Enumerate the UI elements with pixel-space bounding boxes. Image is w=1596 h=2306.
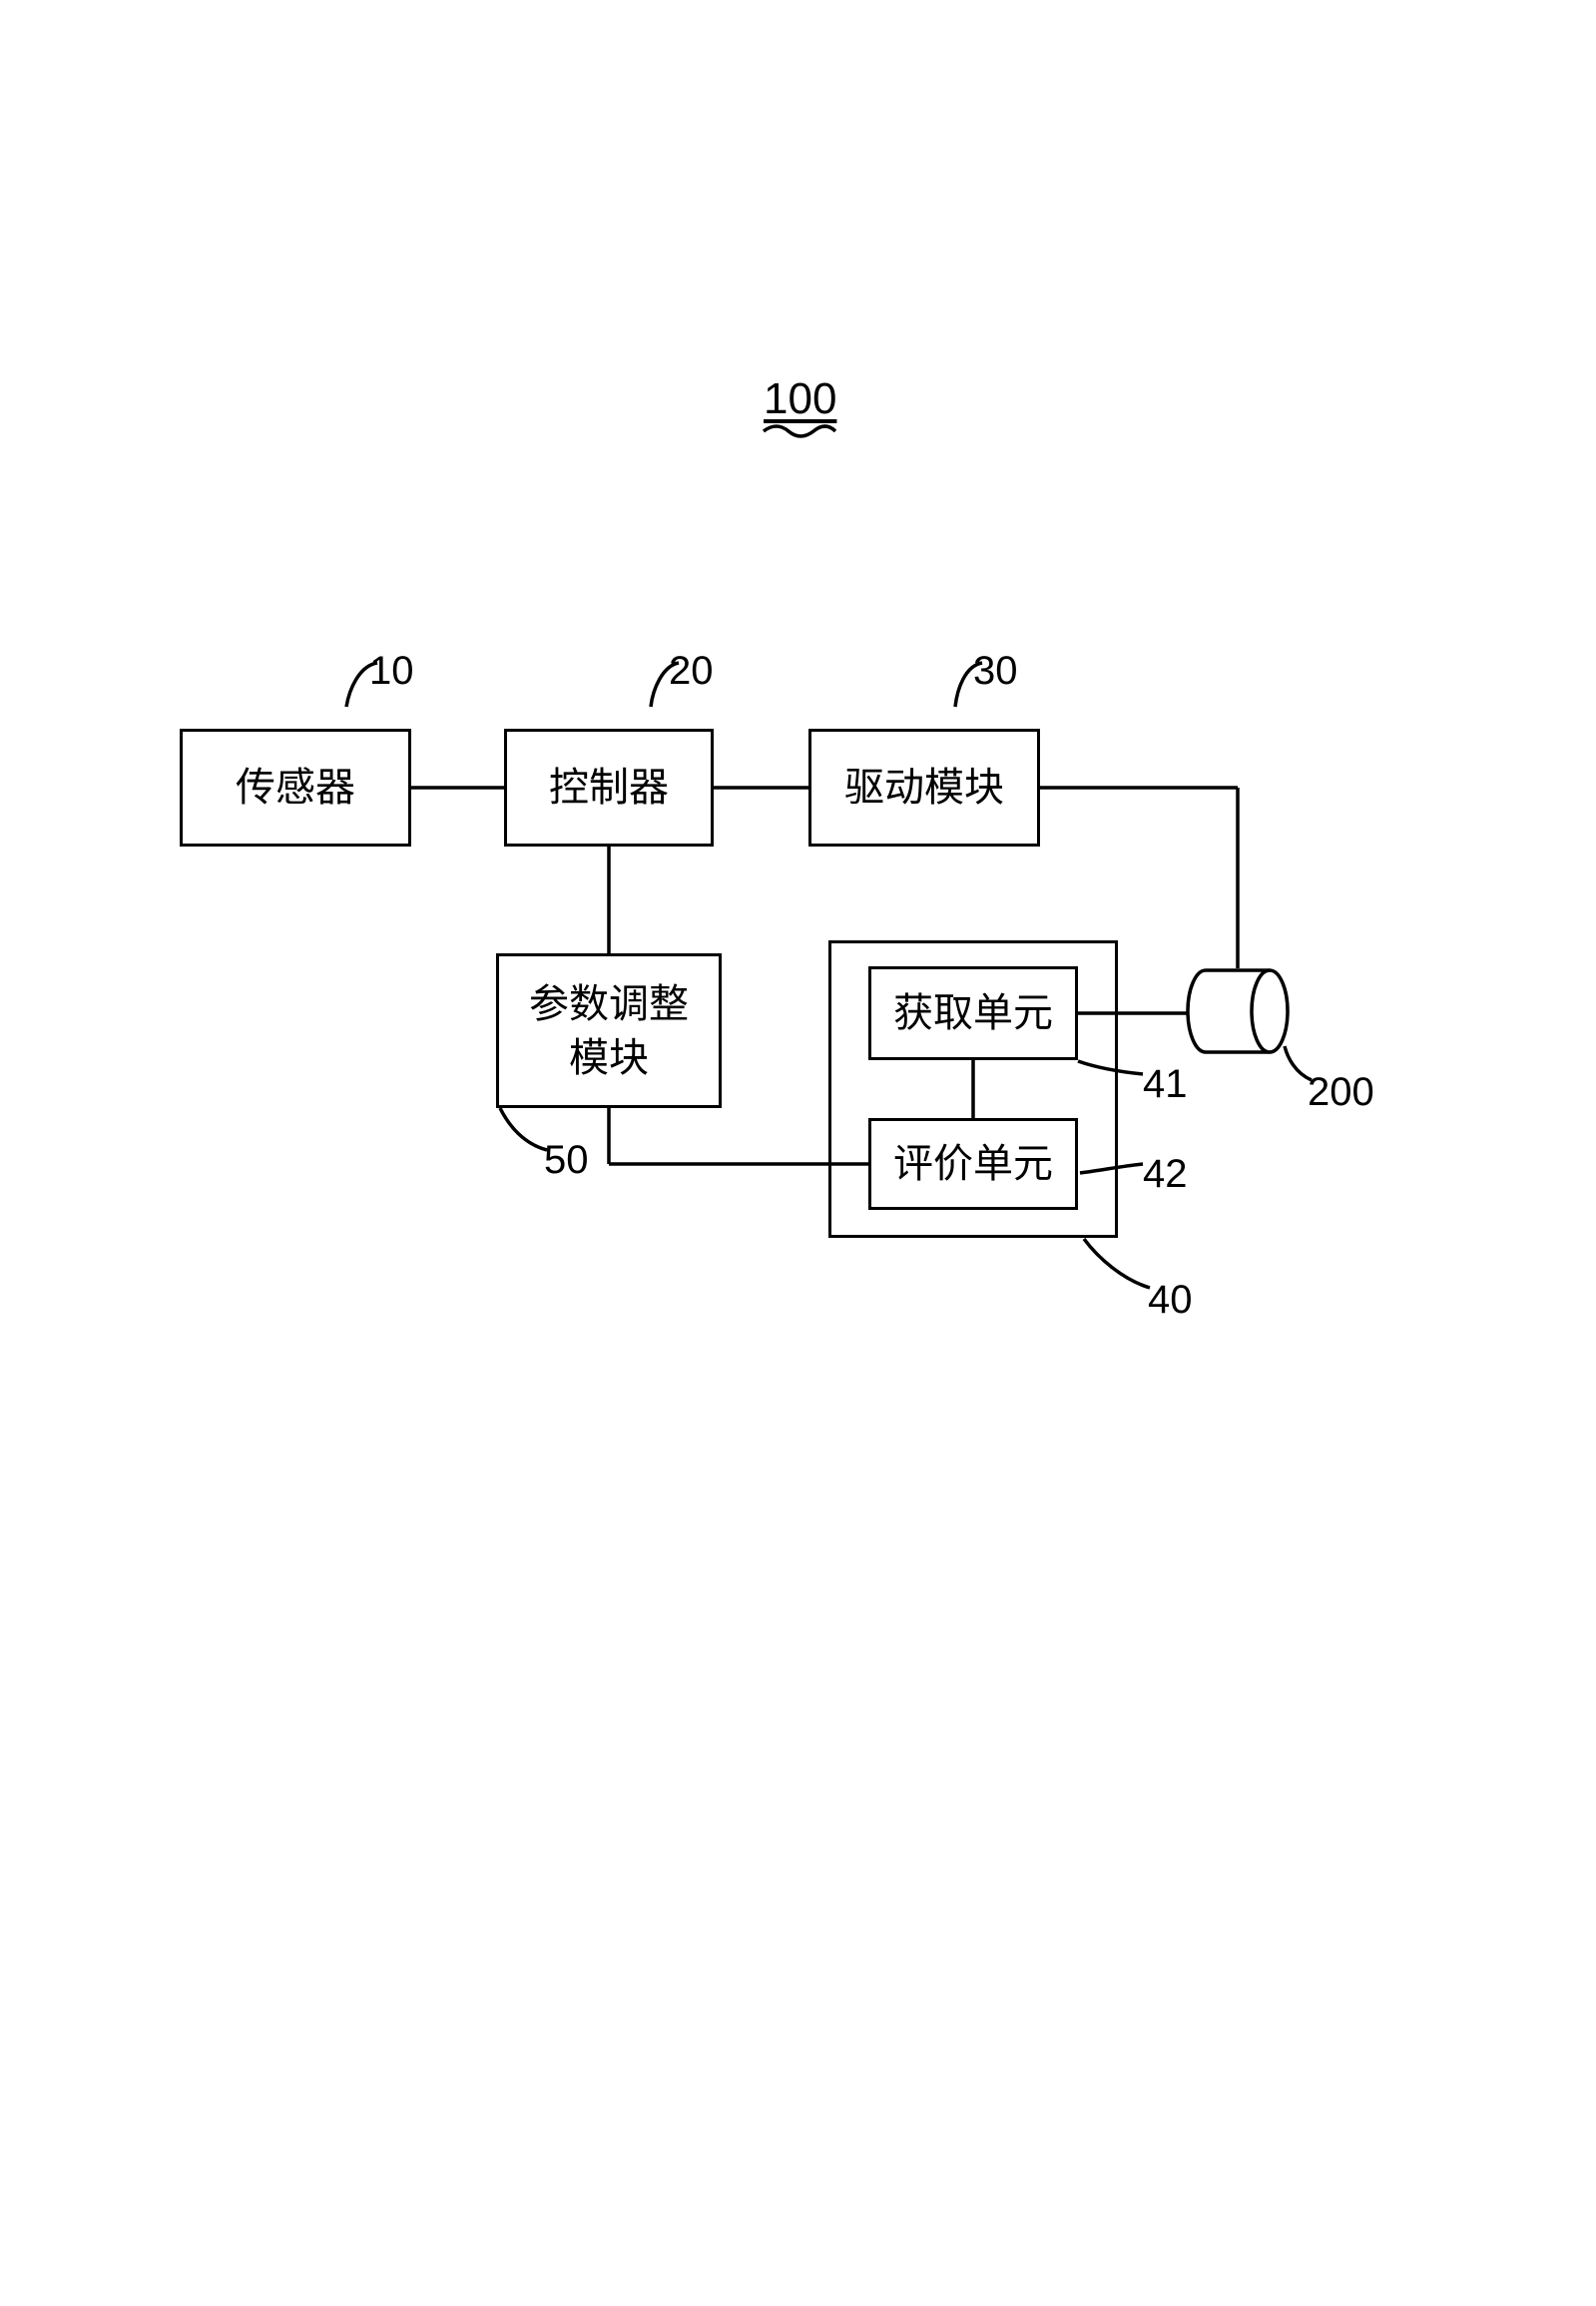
box-label-sensor: 传感器: [236, 761, 355, 815]
box-label-driver: 驱动模块: [844, 761, 1004, 815]
ref-label-41: 41: [1143, 1062, 1188, 1107]
connectors-svg: [0, 0, 1596, 2306]
box-acquire: 获取单元: [868, 966, 1078, 1060]
ref-label-50: 50: [544, 1138, 589, 1183]
box-label-evaluate: 评价单元: [893, 1137, 1053, 1191]
box-label-param: 参数调整 模块: [529, 977, 689, 1085]
box-evaluate: 评价单元: [868, 1118, 1078, 1210]
ref-label-30: 30: [973, 649, 1018, 694]
box-label-acquire: 获取单元: [893, 986, 1053, 1040]
box-controller: 控制器: [504, 729, 714, 847]
box-param: 参数调整 模块: [496, 953, 722, 1108]
ref-label-20: 20: [669, 649, 714, 694]
ref-label-10: 10: [369, 649, 414, 694]
ref-label-200: 200: [1308, 1070, 1374, 1115]
box-sensor: 传感器: [180, 729, 411, 847]
box-label-controller: 控制器: [549, 761, 669, 815]
box-driver: 驱动模块: [808, 729, 1040, 847]
ref-label-42: 42: [1143, 1152, 1188, 1197]
diagram-canvas: 100 传感器 控制器 驱动模块参数调整 模块 获取单元评价单元 10 20 30 40 41…: [0, 0, 1596, 2306]
ref-label-40: 40: [1148, 1278, 1193, 1323]
system-reference-label: 100: [764, 374, 836, 424]
